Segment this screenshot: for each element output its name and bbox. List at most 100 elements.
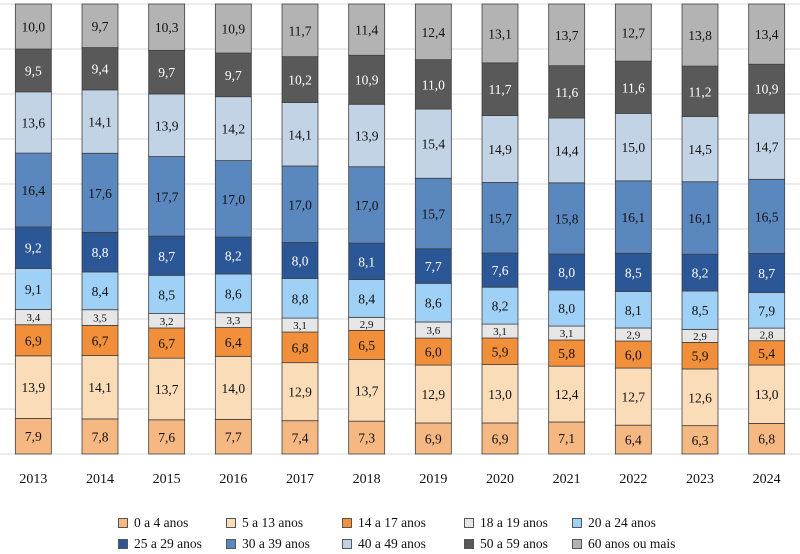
data-label: 8,5 (692, 303, 709, 318)
data-label: 9,5 (25, 63, 42, 78)
legend-swatch (464, 538, 474, 549)
data-label: 11,4 (355, 23, 378, 38)
bar-segment (348, 242, 386, 280)
bar-stack-2015: 7,6 13,7 6,7 3,2 8,5 8,7 17,7 13,9 9,7 10,3 (148, 3, 186, 455)
bar-segment (348, 3, 386, 56)
legend-swatch (118, 517, 128, 528)
legend-item: 0 a 4 anos (118, 515, 226, 531)
data-label: 12,4 (555, 387, 579, 402)
data-label: 13,1 (488, 26, 512, 41)
data-label: 8,8 (292, 291, 309, 306)
bar-segment (481, 337, 519, 365)
bar-stack-2020: 6,9 13,0 5,9 3,1 8,2 7,6 15,7 14,9 11,7 13,1 (481, 3, 519, 455)
data-label: 11,7 (288, 23, 311, 38)
bar-segment (681, 341, 719, 370)
data-label: 13,7 (555, 28, 579, 43)
data-label: 8,0 (292, 254, 309, 269)
x-tick-label: 2020 (486, 472, 514, 487)
data-label: 15,0 (622, 140, 646, 155)
data-label: 3,1 (493, 326, 507, 338)
data-label: 5,9 (692, 349, 709, 364)
bar-segment (614, 112, 652, 182)
data-label: 8,0 (558, 301, 575, 316)
data-label: 11,7 (488, 82, 511, 97)
bar-segment (481, 364, 519, 424)
bar-segment (748, 112, 786, 180)
data-label: 6,8 (758, 432, 775, 447)
data-label: 12,4 (422, 25, 446, 40)
data-label: 8,2 (692, 266, 709, 281)
bar-segment (748, 178, 786, 254)
bar-segment (81, 89, 119, 154)
bar-segment (148, 274, 186, 315)
data-label: 9,1 (25, 282, 42, 297)
legend-label: 40 a 49 anos (358, 535, 426, 551)
bar-segment (414, 3, 452, 61)
data-label: 15,4 (422, 137, 446, 152)
data-label: 3,2 (160, 316, 174, 328)
legend-row: 0 a 4 anos 5 a 13 anos 14 a 17 anos 18 a 19… (118, 512, 718, 533)
stacked-bar-chart: 7,9 13,9 6,9 3,4 9,1 9,2 16,4 13,6 9,5 10,0 7,8 14,… (0, 3, 800, 487)
bar-segment (614, 424, 652, 455)
data-label: 15,7 (488, 211, 512, 226)
data-label: 8,6 (425, 296, 442, 311)
bar-segment (414, 337, 452, 366)
data-label: 13,0 (755, 387, 779, 402)
data-label: 13,9 (155, 118, 179, 133)
bar-segment (548, 182, 586, 255)
data-label: 6,9 (425, 432, 442, 447)
bar-segment (681, 425, 719, 455)
bar-segment (148, 357, 186, 421)
data-label: 12,6 (688, 390, 712, 405)
data-label: 3,4 (26, 312, 40, 324)
legend-item: 40 a 49 anos (342, 536, 464, 552)
bar-segment (414, 364, 452, 424)
data-label: 6,8 (292, 340, 309, 355)
legend-item: 20 a 24 anos (572, 515, 692, 531)
legend-label: 5 a 13 anos (242, 514, 304, 530)
data-label: 10,9 (355, 73, 379, 88)
bar-segment (481, 252, 519, 288)
bar-segment (14, 324, 52, 357)
bar-segment (414, 108, 452, 179)
data-label: 17,0 (222, 192, 246, 207)
bar-segment (614, 180, 652, 254)
legend-swatch (226, 538, 236, 549)
bar-segment (148, 49, 186, 95)
data-label: 8,8 (92, 245, 109, 260)
bar-segment (81, 3, 119, 49)
data-label: 5,4 (758, 346, 775, 361)
data-label: 3,6 (426, 325, 440, 337)
bar-segment (14, 226, 52, 269)
legend-label: 50 a 59 anos (480, 535, 548, 551)
legend-item: 5 a 13 anos (226, 515, 342, 531)
bar-segment (14, 48, 52, 93)
gridlines (0, 3, 800, 455)
data-label: 10,2 (288, 73, 312, 88)
bar-segment (281, 3, 319, 58)
bar-stack-2023: 6,3 12,6 5,9 2,9 8,5 8,2 16,1 14,5 11,2 13,8 (681, 3, 719, 455)
data-label: 15,7 (422, 207, 446, 222)
data-label: 5,8 (558, 346, 575, 361)
bar-segment (481, 3, 519, 64)
data-label: 13,8 (688, 28, 712, 43)
data-label: 16,1 (688, 211, 712, 226)
bar-segment (548, 65, 586, 119)
bar-segment (681, 253, 719, 292)
data-label: 17,7 (155, 189, 179, 204)
data-label: 7,6 (158, 430, 175, 445)
bar-stack-2022: 6,4 12,7 6,0 2,9 8,1 8,5 16,1 15,0 11,6 12,7 (614, 3, 652, 455)
bar-segment (81, 152, 119, 233)
legend-item: 30 a 39 anos (226, 536, 342, 552)
legend-label: 25 a 29 anos (134, 535, 202, 551)
data-label: 8,2 (225, 249, 242, 264)
data-label: 6,7 (92, 333, 109, 348)
bar-segment (548, 339, 586, 367)
bar-segment (414, 282, 452, 323)
bar-segment (481, 422, 519, 455)
bar-segment (614, 367, 652, 426)
data-label: 9,7 (92, 19, 109, 34)
x-tick-label: 2014 (86, 472, 114, 487)
legend-item: 14 a 17 anos (342, 515, 464, 531)
data-label: 6,9 (25, 333, 42, 348)
